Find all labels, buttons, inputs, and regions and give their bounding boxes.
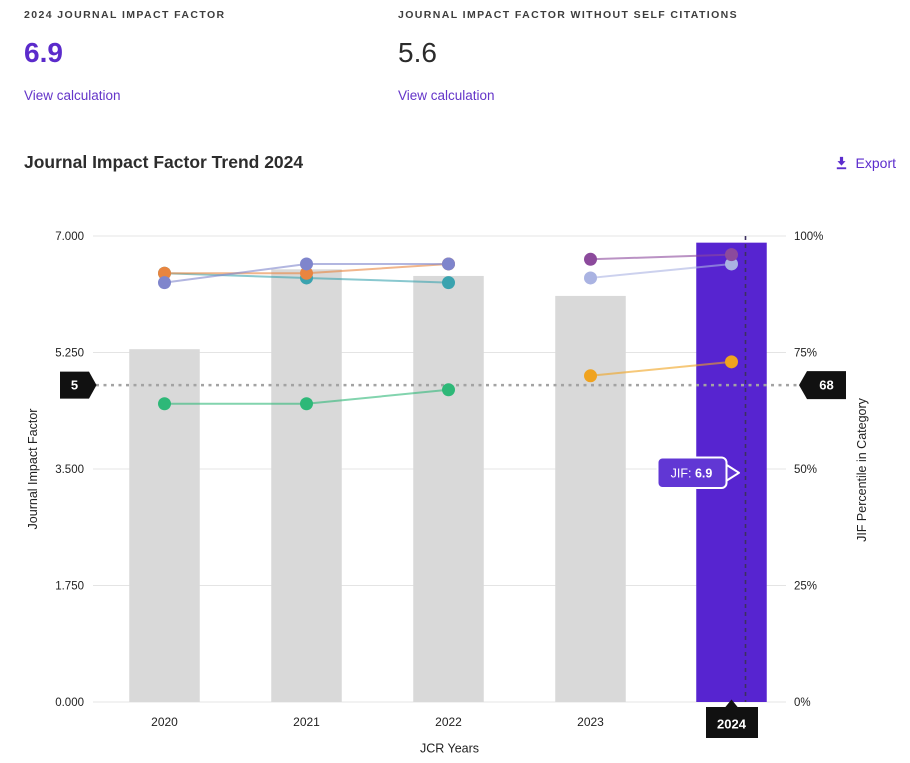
right-axis-tick-label: 25% bbox=[794, 581, 817, 593]
point-percentile-lavender-2024[interactable] bbox=[725, 257, 738, 271]
year-label-2021[interactable]: 2021 bbox=[293, 715, 320, 729]
threshold-flag-left-label: 5 bbox=[71, 378, 78, 393]
bar-2022[interactable] bbox=[413, 275, 484, 702]
jif-without-self-view-calculation-link[interactable]: View calculation bbox=[398, 88, 495, 103]
jif-without-self-value: 5.6 bbox=[398, 37, 437, 68]
point-percentile-yellow-2023[interactable] bbox=[584, 369, 597, 383]
jif-without-self-label: JOURNAL IMPACT FACTOR WITHOUT SELF CITAT… bbox=[398, 9, 739, 21]
selected-year-callout-notch bbox=[725, 699, 738, 708]
right-axis-tick-label: 0% bbox=[794, 697, 811, 709]
left-axis-tick-label: 3.500 bbox=[55, 464, 84, 476]
right-axis-tick-label: 100% bbox=[794, 231, 823, 243]
right-axis-tick-label: 75% bbox=[794, 348, 817, 360]
point-percentile-periwinkle-2020[interactable] bbox=[158, 276, 171, 290]
point-percentile-orange-2020[interactable] bbox=[158, 266, 171, 280]
point-percentile-plum-2023[interactable] bbox=[584, 252, 597, 266]
point-percentile-green-2020[interactable] bbox=[158, 397, 171, 411]
jif-tooltip-text: JIF: 6.9 bbox=[671, 467, 713, 481]
year-label-2022[interactable]: 2022 bbox=[435, 715, 462, 729]
point-percentile-periwinkle-2021[interactable] bbox=[300, 257, 313, 271]
threshold-flag-right bbox=[799, 371, 846, 400]
right-axis-title: JIF Percentile in Category bbox=[855, 397, 869, 542]
left-axis-title: Journal Impact Factor bbox=[26, 409, 40, 530]
point-percentile-orange-2021[interactable] bbox=[300, 266, 313, 280]
threshold-flag-right-label: 68 bbox=[819, 378, 833, 393]
year-label-2020[interactable]: 2020 bbox=[151, 715, 178, 729]
download-icon bbox=[834, 155, 849, 171]
year-label-2023[interactable]: 2023 bbox=[577, 715, 604, 729]
point-percentile-yellow-2024[interactable] bbox=[725, 355, 738, 369]
x-axis-title: JCR Years bbox=[420, 742, 479, 756]
trend-section-title: Journal Impact Factor Trend 2024 bbox=[24, 152, 304, 172]
jif-metric: 2024 JOURNAL IMPACT FACTOR 6.9 View calc… bbox=[24, 9, 226, 105]
bar-2021[interactable] bbox=[271, 269, 342, 702]
line-percentile-lavender bbox=[590, 262, 732, 279]
line-percentile-yellow bbox=[590, 360, 732, 377]
point-percentile-green-2021[interactable] bbox=[300, 397, 313, 411]
jif-view-calculation-link[interactable]: View calculation bbox=[24, 88, 121, 103]
left-axis-tick-label: 7.000 bbox=[55, 231, 84, 243]
point-percentile-green-2022[interactable] bbox=[442, 383, 455, 397]
left-axis-tick-label: 0.000 bbox=[55, 697, 84, 709]
year-label-2024[interactable]: 2024 bbox=[717, 717, 747, 732]
jif-metric-value: 6.9 bbox=[24, 37, 63, 68]
jif-without-self-metric: JOURNAL IMPACT FACTOR WITHOUT SELF CITAT… bbox=[398, 9, 738, 105]
point-percentile-plum-2024[interactable] bbox=[725, 248, 738, 262]
selected-year-callout[interactable] bbox=[706, 707, 758, 738]
jif-metric-label: 2024 JOURNAL IMPACT FACTOR bbox=[24, 9, 226, 21]
point-percentile-teal-2022[interactable] bbox=[442, 276, 455, 290]
bar-2023[interactable] bbox=[555, 295, 626, 702]
export-button-label: Export bbox=[855, 155, 896, 171]
point-percentile-lavender-2023[interactable] bbox=[584, 271, 597, 285]
jif-tooltip bbox=[656, 456, 728, 489]
line-percentile-plum bbox=[590, 253, 732, 261]
left-axis-tick-label: 5.250 bbox=[55, 348, 84, 360]
point-percentile-periwinkle-2022[interactable] bbox=[442, 257, 455, 271]
threshold-flag-left bbox=[60, 371, 97, 399]
left-axis-tick-label: 1.750 bbox=[55, 581, 84, 593]
right-axis-tick-label: 50% bbox=[794, 464, 817, 476]
export-button[interactable]: Export bbox=[834, 155, 896, 171]
